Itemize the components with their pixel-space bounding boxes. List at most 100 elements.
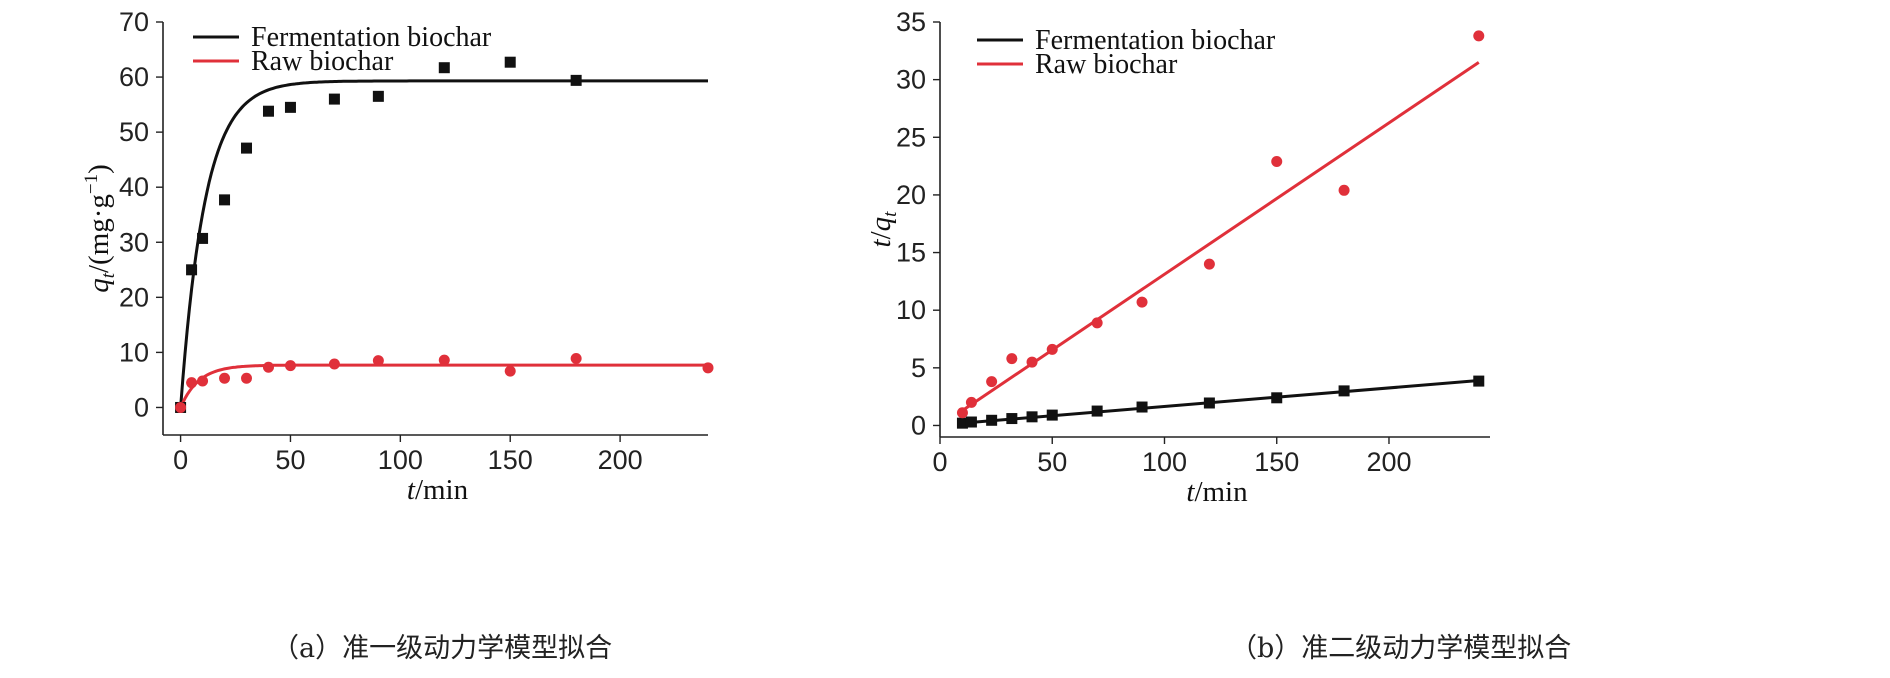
y-tick-label: 20	[119, 282, 149, 312]
y-axis-title-sub: t	[880, 211, 901, 217]
x-tick-label: 200	[1366, 447, 1411, 477]
fit-line-fermentation	[179, 79, 708, 408]
x-tick-label: 50	[1037, 447, 1067, 477]
x-axis-title: t/min	[407, 474, 469, 506]
x-axis-title-unit: /min	[415, 474, 469, 506]
data-point-circle	[328, 358, 340, 370]
legend-label: Raw biochar	[251, 46, 394, 77]
x-axis-title-unit: /min	[1194, 476, 1248, 508]
y-axis-title-sup: −1	[81, 174, 102, 194]
y-axis-title-var: q	[83, 278, 115, 293]
y-tick-label: 50	[119, 117, 149, 147]
data-point-circle	[1473, 30, 1485, 42]
data-point-square	[197, 232, 209, 244]
x-axis-title: t/min	[1186, 476, 1248, 508]
y-tick-label: 10	[119, 337, 149, 367]
chart-b-svg: 0 50 100 150 200 0 5 10 15 20 25 30 35 Fermentation b…	[865, 7, 1490, 508]
data-point-circle	[570, 352, 582, 364]
data-point-square	[1203, 397, 1215, 409]
caption-b: （b）准二级动力学模型拟合	[1230, 633, 1572, 664]
data-point-square	[284, 101, 296, 113]
data-point-circle	[986, 376, 998, 388]
data-point-circle	[186, 377, 198, 389]
chart-panel-a: 0 50 100 150 200 0 10 20 30 40 50 60 70 Fermentation …	[0, 0, 930, 678]
y-axis-title-var-t: t	[865, 238, 897, 247]
data-point-square	[1338, 385, 1350, 397]
data-point-square	[372, 90, 384, 102]
y-tick-label: 10	[896, 295, 926, 325]
data-point-square	[504, 56, 516, 68]
data-point-circle	[1026, 356, 1038, 368]
x-tick-label: 0	[173, 445, 188, 475]
data-point-circle	[1338, 184, 1350, 196]
data-point-square	[1026, 411, 1038, 423]
data-point-square	[986, 414, 998, 426]
data-point-circle	[1091, 317, 1103, 329]
data-point-square	[1091, 405, 1103, 417]
data-point-square	[1136, 401, 1148, 413]
data-point-square	[965, 416, 977, 428]
x-tick-label: 50	[275, 445, 305, 475]
legend-label: Raw biochar	[1035, 49, 1178, 80]
data-point-circle	[197, 375, 209, 387]
y-tick-label: 5	[911, 353, 926, 383]
y-axis-title-slash: /	[865, 230, 897, 239]
data-point-circle	[438, 354, 450, 366]
data-point-square	[241, 142, 253, 154]
y-tick-label: 0	[911, 410, 926, 440]
y-tick-label: 25	[896, 122, 926, 152]
data-point-circle	[241, 372, 253, 384]
y-tick-label: 70	[119, 7, 149, 37]
data-point-circle	[219, 372, 231, 384]
x-tick-label: 200	[598, 445, 643, 475]
y-tick-label: 0	[134, 392, 149, 422]
fit-line-fermentation	[962, 379, 1479, 425]
data-point-circle	[956, 407, 968, 419]
data-point-square	[570, 74, 582, 86]
data-point-square	[328, 93, 340, 105]
caption-a: （a）准一级动力学模型拟合	[272, 633, 613, 664]
y-axis-title: t/qt	[865, 211, 901, 248]
x-tick-label: 150	[488, 445, 533, 475]
y-tick-label: 15	[896, 238, 926, 268]
y-tick-label: 60	[119, 62, 149, 92]
data-point-circle	[504, 365, 516, 377]
data-point-square	[438, 62, 450, 74]
data-point-circle	[284, 360, 296, 372]
data-point-circle	[1271, 155, 1283, 167]
fit-line-raw	[961, 61, 1480, 412]
y-axis-title-close: )	[83, 164, 115, 174]
y-axis-title-var-q: q	[865, 217, 897, 232]
chart-a-svg: 0 50 100 150 200 0 10 20 30 40 50 60 70 Fermentation …	[81, 7, 714, 506]
y-axis-title-unit: /(mg·g	[83, 194, 115, 273]
x-axis-title-var: t	[407, 474, 416, 506]
data-point-square	[1046, 409, 1058, 421]
data-point-square	[1271, 392, 1283, 404]
data-point-circle	[262, 361, 274, 373]
x-tick-label: 100	[378, 445, 423, 475]
data-point-square	[1006, 413, 1018, 425]
data-point-circle	[702, 362, 714, 374]
chart-panel-b: 0 50 100 150 200 0 5 10 15 20 25 30 35 Fermentation b…	[865, 0, 1890, 678]
fit-line-raw	[179, 363, 708, 409]
x-tick-label: 150	[1254, 447, 1299, 477]
x-tick-label: 0	[932, 447, 947, 477]
legend-label: Fermentation biochar	[1035, 25, 1276, 56]
y-tick-label: 30	[119, 227, 149, 257]
legend-label: Fermentation biochar	[251, 22, 492, 53]
y-axis-title: qt/(mg·g−1)	[81, 164, 119, 293]
y-tick-label: 30	[896, 65, 926, 95]
data-point-circle	[372, 355, 384, 367]
x-axis-title-var: t	[1186, 476, 1195, 508]
y-tick-label: 35	[896, 7, 926, 37]
data-point-circle	[1203, 258, 1215, 270]
data-point-square	[262, 105, 274, 117]
y-tick-label: 20	[896, 180, 926, 210]
data-point-circle	[175, 401, 187, 413]
data-point-square	[186, 264, 198, 276]
data-point-circle	[1006, 353, 1018, 365]
y-tick-label: 40	[119, 172, 149, 202]
data-point-circle	[965, 396, 977, 408]
data-point-square	[956, 417, 968, 429]
x-tick-label: 100	[1142, 447, 1187, 477]
